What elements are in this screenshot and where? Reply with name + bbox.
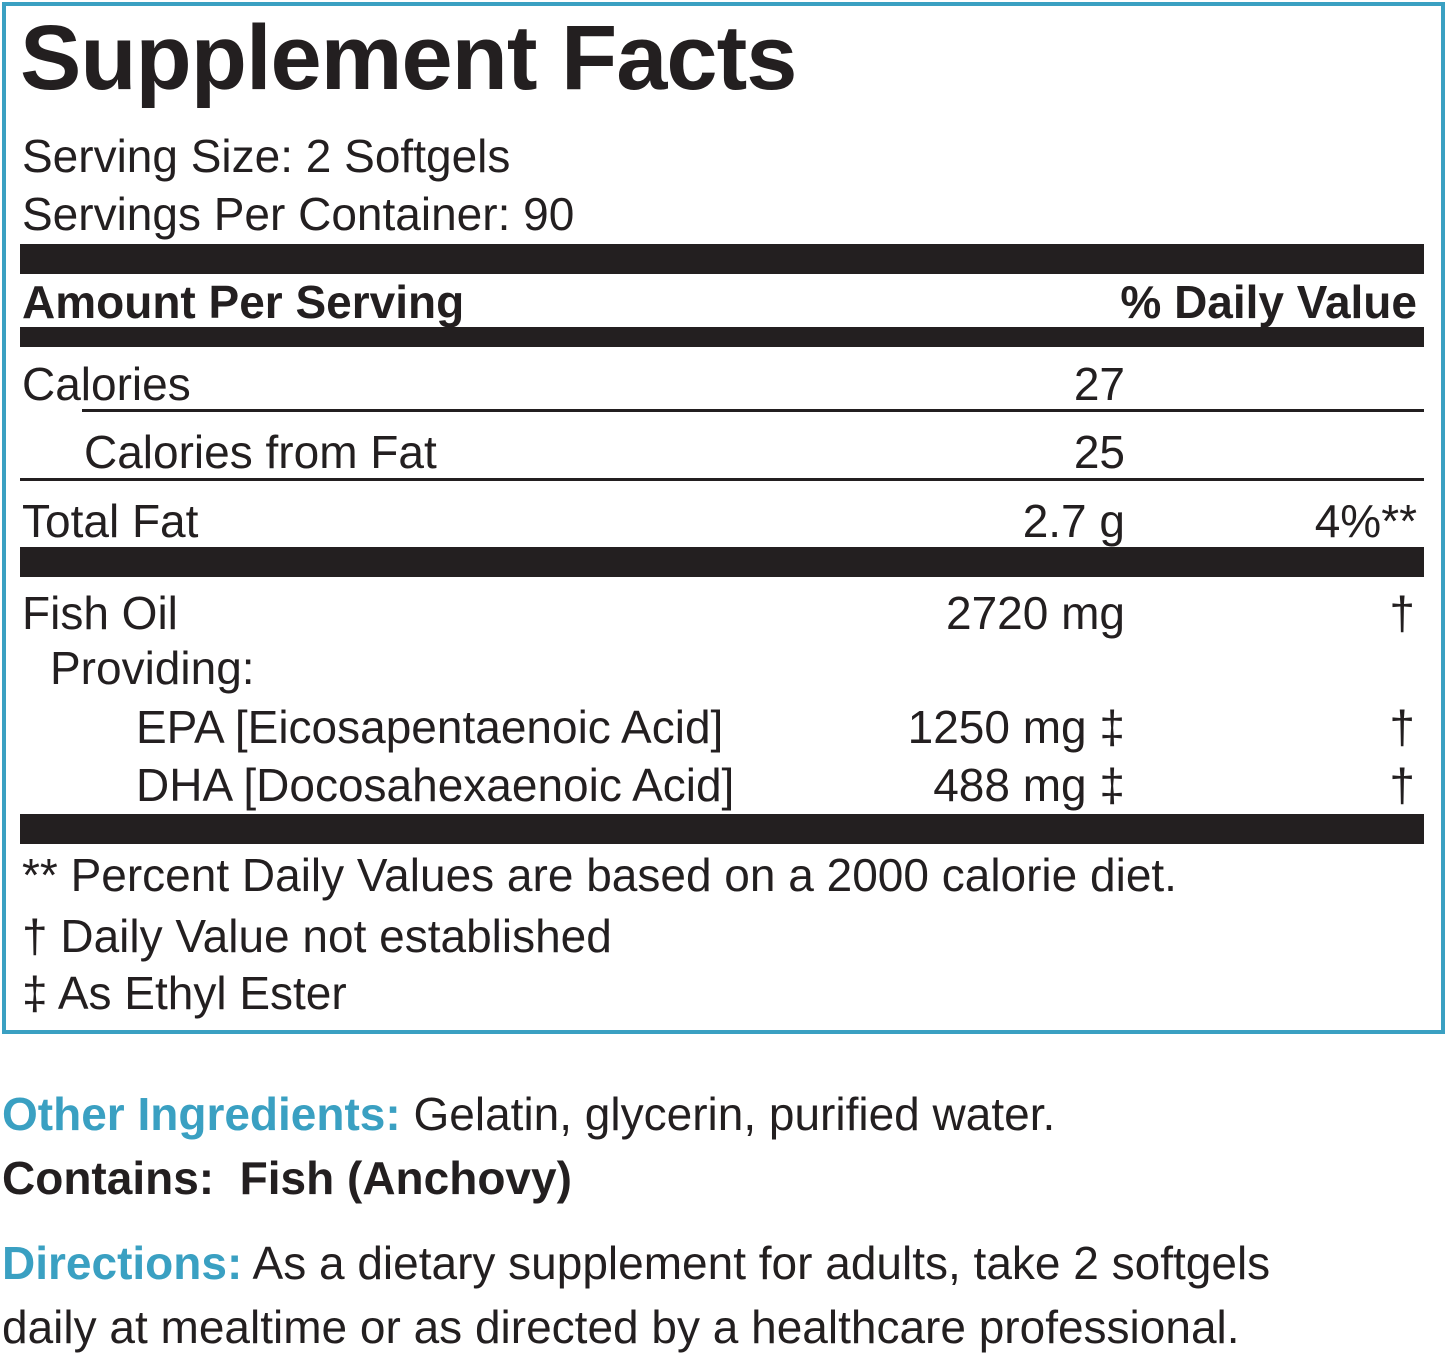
row-name: Calories from Fat xyxy=(84,426,437,478)
row-daily-value: † xyxy=(1389,587,1415,639)
other-ingredients: Other Ingredients: Gelatin, glycerin, pu… xyxy=(2,1091,1055,1137)
supplement-facts-panel xyxy=(2,2,1445,1034)
row-name: EPA [Eicosapentaenoic Acid] xyxy=(136,701,724,753)
serving-size: Serving Size: 2 Softgels xyxy=(22,130,511,182)
directions-label: Directions: xyxy=(2,1237,243,1289)
panel-title: Supplement Facts xyxy=(20,7,797,109)
directions-text: As a dietary supplement for adults, take… xyxy=(242,1237,1271,1289)
other-ingredients-label: Other Ingredients: xyxy=(2,1088,401,1140)
footnote: ** Percent Daily Values are based on a 2… xyxy=(22,849,1177,901)
row-daily-value: † xyxy=(1389,701,1415,753)
row-amount: 2.7 g xyxy=(1022,495,1125,547)
contains-text: Fish (Anchovy) xyxy=(239,1152,572,1204)
row-amount: 1250 mg ‡ xyxy=(907,701,1125,753)
row-daily-value: 4%** xyxy=(1314,495,1417,547)
thick-divider xyxy=(20,547,1424,577)
directions-line-2: daily at mealtime or as directed by a he… xyxy=(2,1301,1240,1353)
row-name: Fish Oil xyxy=(22,587,178,639)
row-amount: 27 xyxy=(1073,358,1125,410)
row-amount: 488 mg ‡ xyxy=(933,759,1125,811)
footnote: ‡ As Ethyl Ester xyxy=(22,967,347,1019)
thick-divider xyxy=(20,244,1424,274)
thin-divider xyxy=(82,409,1424,412)
directions-line-1: Directions: As a dietary supplement for … xyxy=(2,1240,1270,1286)
row-amount: 2720 mg xyxy=(945,587,1125,639)
servings-per-container: Servings Per Container: 90 xyxy=(22,188,575,240)
row-name: Calories xyxy=(22,358,191,410)
amount-per-serving-header: Amount Per Serving xyxy=(22,276,465,328)
contains-label: Contains: xyxy=(2,1152,215,1204)
contains: Contains: Fish (Anchovy) xyxy=(2,1155,572,1201)
medium-divider xyxy=(20,327,1424,347)
thick-divider xyxy=(20,814,1424,844)
thin-divider xyxy=(20,478,1424,481)
other-ingredients-text: Gelatin, glycerin, purified water. xyxy=(400,1088,1056,1140)
row-name: DHA [Docosahexaenoic Acid] xyxy=(136,759,735,811)
row-name: Total Fat xyxy=(22,495,199,547)
footnote: † Daily Value not established xyxy=(22,910,612,962)
daily-value-header: % Daily Value xyxy=(1120,276,1417,328)
row-name: Providing: xyxy=(50,642,255,694)
row-amount: 25 xyxy=(1073,426,1125,478)
row-daily-value: † xyxy=(1389,759,1415,811)
